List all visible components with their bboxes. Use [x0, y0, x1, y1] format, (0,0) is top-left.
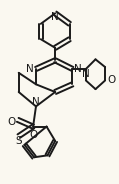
Text: O: O	[29, 130, 37, 140]
Text: N: N	[26, 64, 34, 74]
Text: N: N	[74, 64, 82, 74]
Text: O: O	[8, 117, 16, 127]
Text: S: S	[15, 136, 22, 146]
Text: N: N	[51, 12, 59, 22]
Text: N: N	[82, 69, 90, 79]
Text: N: N	[32, 97, 40, 107]
Text: O: O	[108, 75, 116, 86]
